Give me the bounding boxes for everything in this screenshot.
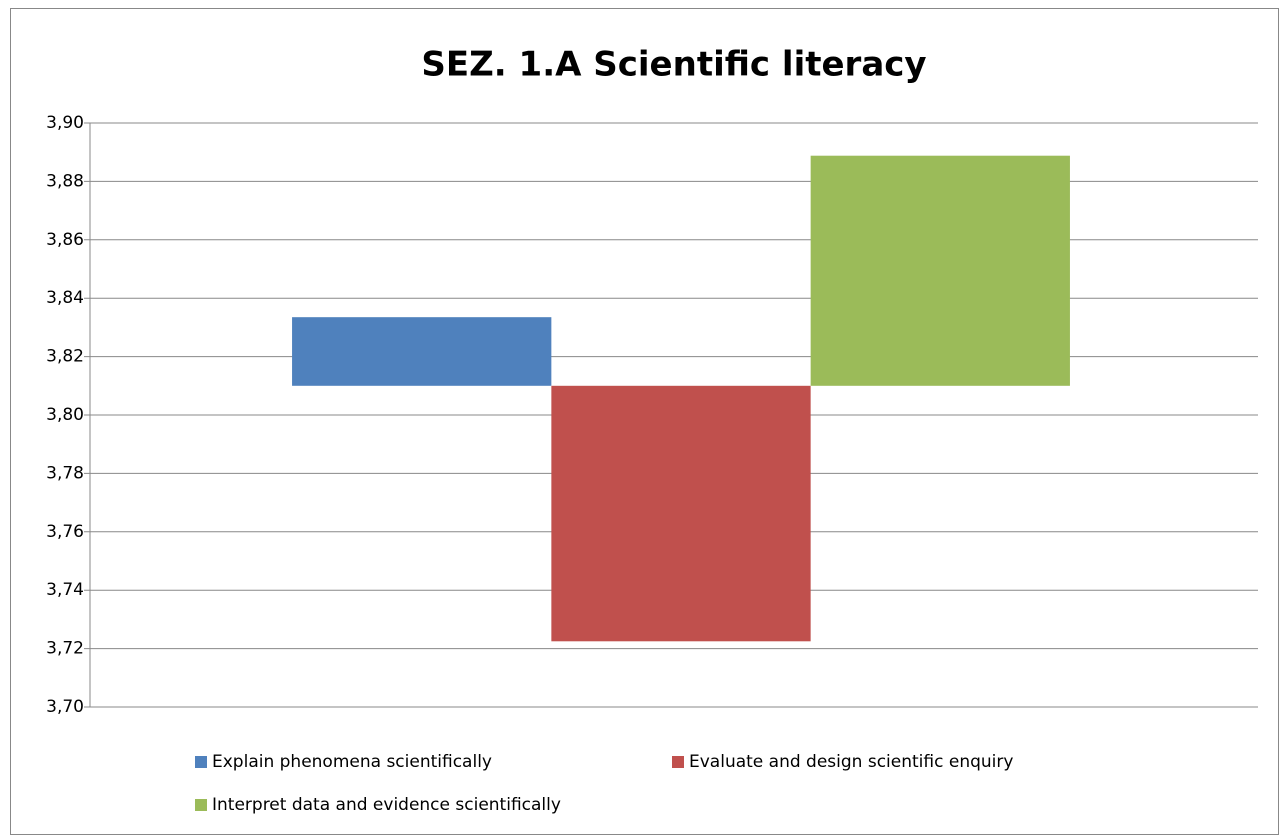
y-tick-label: 3,88 — [46, 171, 84, 191]
legend-label: Explain phenomena scientifically — [212, 752, 492, 772]
legend-swatch — [672, 756, 684, 768]
bar — [551, 385, 811, 642]
y-tick-label: 3,72 — [46, 639, 84, 659]
legend-label: Interpret data and evidence scientifical… — [212, 795, 561, 815]
legend-label: Evaluate and design scientific enquiry — [689, 752, 1013, 772]
legend-swatch — [195, 756, 207, 768]
y-tick-label: 3,78 — [46, 463, 84, 483]
y-tick-label: 3,76 — [46, 522, 84, 542]
bar — [810, 155, 1070, 386]
chart-title: SEZ. 1.A Scientific literacy — [421, 45, 926, 85]
y-tick-label: 3,82 — [46, 347, 84, 367]
y-tick-label: 3,86 — [46, 230, 84, 250]
y-tick-label: 3,90 — [46, 113, 84, 133]
y-tick-label: 3,84 — [46, 288, 84, 308]
y-tick-label: 3,70 — [46, 697, 84, 717]
y-tick-label: 3,74 — [46, 580, 84, 600]
y-tick-label: 3,80 — [46, 405, 84, 425]
legend-swatch — [195, 799, 207, 811]
bar — [292, 317, 552, 386]
